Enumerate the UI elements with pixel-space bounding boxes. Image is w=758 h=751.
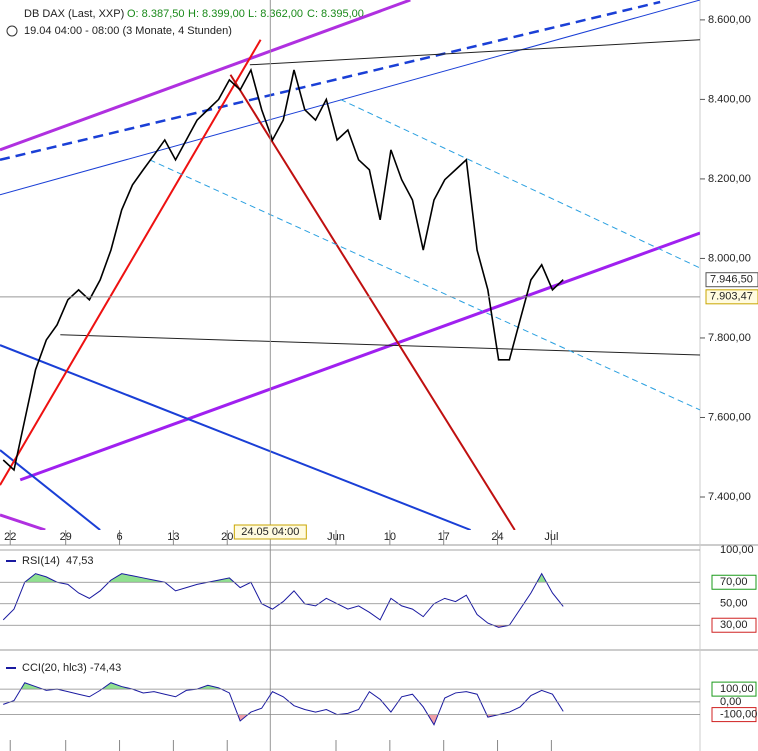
last-price-label: 7.946,50 xyxy=(710,274,753,286)
trendline xyxy=(60,334,700,356)
trendline xyxy=(19,231,700,482)
level-box xyxy=(711,617,757,633)
crosshair-x-box xyxy=(233,524,307,540)
trendline xyxy=(249,39,700,66)
trendline xyxy=(0,0,411,152)
y-tick-label: 7.800,00 xyxy=(708,332,751,344)
y-tick-label: 8.600,00 xyxy=(708,14,751,26)
indicator-value: 47,53 xyxy=(66,555,94,567)
level-box xyxy=(711,574,757,590)
y-tick-label: 30,00 xyxy=(720,619,748,631)
ohlc-low: L: 8.362,00 xyxy=(248,8,303,20)
indicator-name: CCI(20, hlc3) xyxy=(22,662,87,674)
crosshair-x-label: 24.05 04:00 xyxy=(241,526,299,538)
ohlc-high: H: 8.399,00 xyxy=(188,8,245,20)
indicator-pane xyxy=(3,682,564,726)
x-tick-label: Jun xyxy=(327,531,345,543)
indicator-value: -74,43 xyxy=(90,662,121,674)
overbought-fill xyxy=(20,682,222,690)
level-box xyxy=(711,707,757,723)
y-tick-label: 100,00 xyxy=(720,544,754,556)
ohlc-open: O: 8.387,50 xyxy=(127,8,185,20)
trendline xyxy=(0,0,661,162)
trendline xyxy=(0,0,700,196)
last-price-box xyxy=(705,272,758,288)
clock-icon xyxy=(6,25,18,37)
overbought-fill xyxy=(3,573,564,583)
trendline xyxy=(340,98,700,269)
indicator-line xyxy=(2,572,564,628)
chart-title: DB DAX (Last, XXP) xyxy=(24,8,124,20)
y-tick-label: 7.400,00 xyxy=(708,491,751,503)
y-tick-label: 8.000,00 xyxy=(708,252,751,264)
trendline xyxy=(149,159,700,411)
level-box xyxy=(711,681,757,697)
y-tick-label: 50,00 xyxy=(720,598,748,610)
trendline xyxy=(229,74,516,530)
x-tick-label: 6 xyxy=(116,531,122,543)
x-tick-label: Jul xyxy=(544,531,558,543)
trendline xyxy=(0,513,46,530)
x-tick-label: 10 xyxy=(384,531,396,543)
price-line xyxy=(2,67,564,472)
x-tick-label: 24 xyxy=(491,531,503,543)
indicator-name: RSI(14) xyxy=(22,555,60,567)
crosshair-price-label: 7.903,47 xyxy=(710,291,753,303)
x-tick-label: 22 xyxy=(4,531,16,543)
ohlc-close: C: 8.395,00 xyxy=(307,8,364,20)
indicator-line xyxy=(3,682,564,726)
y-tick-label: 100,00 xyxy=(720,683,754,695)
y-tick-label: 8.200,00 xyxy=(708,173,751,185)
price-pane xyxy=(0,0,700,530)
y-tick-label: 7.600,00 xyxy=(708,411,751,423)
y-tick-label: -100,00 xyxy=(720,709,757,721)
trendline xyxy=(0,449,101,530)
x-tick-label: 20 xyxy=(221,531,233,543)
trendline xyxy=(0,344,471,530)
x-tick-label: 29 xyxy=(60,531,72,543)
chart-subtitle: 19.04 04:00 - 08:00 (3 Monate, 4 Stunden… xyxy=(24,25,232,37)
y-tick-label: 0,00 xyxy=(720,696,741,708)
x-tick-label: 17 xyxy=(438,531,450,543)
crosshair-price-box xyxy=(705,289,758,305)
y-tick-label: 8.400,00 xyxy=(708,93,751,105)
y-tick-label: 70,00 xyxy=(720,576,748,588)
trendline xyxy=(0,39,262,486)
x-tick-label: 13 xyxy=(167,531,179,543)
